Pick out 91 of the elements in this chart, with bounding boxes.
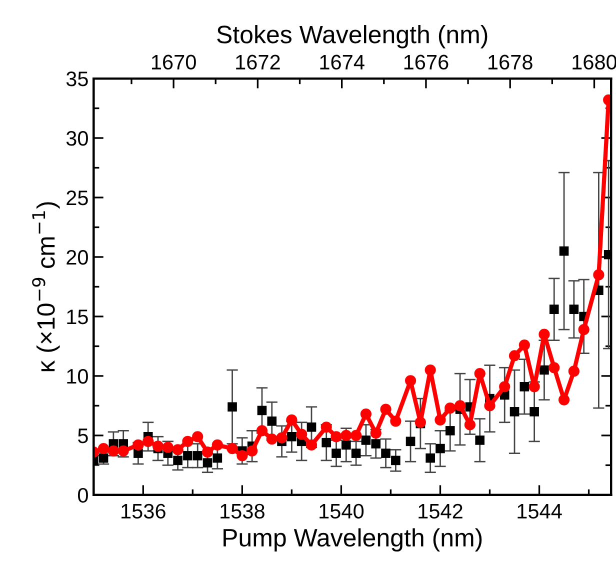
- point: [558, 394, 570, 406]
- point: [528, 381, 540, 392]
- x-tick-label: 1540: [320, 504, 364, 519]
- point: [322, 438, 332, 448]
- point: [212, 453, 222, 463]
- point: [381, 448, 390, 458]
- point: [454, 400, 466, 412]
- point: [360, 408, 372, 420]
- point: [226, 442, 238, 454]
- point: [306, 422, 316, 432]
- point: [424, 364, 436, 376]
- point: [391, 456, 400, 466]
- point: [508, 350, 520, 362]
- point: [549, 304, 559, 314]
- point: [266, 433, 278, 445]
- x-tick-label: 1536: [122, 504, 166, 519]
- point: [380, 404, 392, 415]
- point: [390, 416, 402, 427]
- x2-tick-label: 1674: [320, 54, 364, 70]
- point: [371, 439, 381, 448]
- point: [192, 451, 202, 460]
- point: [475, 436, 485, 445]
- x-tick-label: 1544: [518, 504, 562, 519]
- point: [361, 436, 371, 445]
- x-axis-title: Pump Wavelength (nm): [224, 528, 482, 552]
- y-tick-label: 30: [66, 131, 88, 146]
- point: [484, 400, 496, 412]
- y-tick-label: 0: [78, 488, 88, 503]
- x2-tick-label: 1672: [236, 54, 280, 70]
- point: [212, 439, 223, 451]
- point: [132, 439, 144, 451]
- point: [569, 304, 579, 314]
- point: [332, 448, 341, 458]
- point: [464, 419, 476, 430]
- y-tick-label: 5: [78, 428, 88, 444]
- point: [172, 444, 184, 456]
- point: [540, 365, 549, 375]
- point: [578, 324, 590, 336]
- point: [436, 444, 445, 454]
- point: [434, 414, 446, 426]
- x2-tick-label: 1676: [404, 54, 448, 70]
- point: [236, 450, 248, 462]
- point: [296, 428, 308, 440]
- point: [518, 339, 530, 351]
- y-tick-label: 20: [66, 250, 88, 265]
- point: [342, 440, 351, 450]
- point: [276, 432, 288, 444]
- x2-tick-label: 1678: [488, 54, 532, 70]
- point: [228, 402, 237, 412]
- point: [499, 381, 510, 392]
- point: [548, 362, 560, 374]
- point: [530, 407, 539, 416]
- y-tick-label: 35: [66, 72, 88, 86]
- point: [257, 406, 267, 416]
- point: [350, 430, 362, 442]
- x2-tick-label: 1670: [152, 54, 196, 70]
- point: [444, 402, 456, 414]
- point: [510, 407, 520, 416]
- y-axis-title: κ (×10$^{−9}$ cm$^{−1}$): [32, 202, 60, 372]
- point: [568, 366, 580, 377]
- point: [142, 436, 154, 447]
- y-tick-label: 15: [67, 310, 88, 324]
- point: [202, 458, 212, 468]
- point: [183, 451, 192, 460]
- point: [474, 368, 486, 380]
- point: [330, 431, 342, 442]
- point: [426, 453, 435, 463]
- point: [404, 375, 416, 386]
- point: [559, 246, 569, 256]
- x-tick-label: 1542: [418, 504, 462, 519]
- point: [340, 430, 352, 442]
- point: [351, 448, 361, 458]
- y-tick-label: 25: [66, 190, 88, 206]
- point: [152, 440, 164, 452]
- point: [173, 456, 182, 466]
- point: [445, 426, 455, 436]
- point: [98, 442, 110, 454]
- point: [520, 382, 530, 392]
- point: [287, 432, 296, 442]
- point: [267, 416, 277, 426]
- y-tick-label: 10: [67, 368, 88, 384]
- point: [202, 446, 214, 458]
- point: [406, 436, 416, 446]
- point: [593, 269, 604, 280]
- point: [246, 445, 258, 456]
- point: [162, 442, 174, 453]
- point: [320, 422, 332, 433]
- x-tick-label: 1538: [220, 504, 264, 519]
- point: [306, 439, 318, 451]
- x2-axis-title: Stokes Wavelength (nm): [217, 25, 488, 48]
- point: [370, 428, 382, 439]
